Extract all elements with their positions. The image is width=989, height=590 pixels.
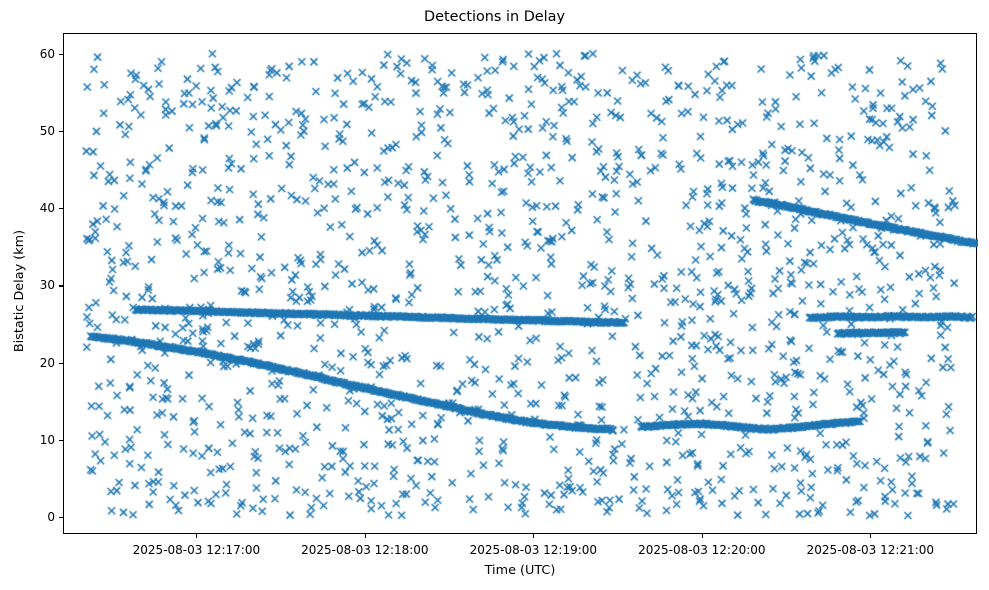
page-title: Detections in Delay [424,9,565,25]
y-tick-mark [59,362,63,364]
y-tick-label: 40 [39,201,55,216]
y-tick-mark [59,208,63,210]
y-tick-label: 0 [47,510,55,525]
x-tick-label: 2025-08-03 12:19:00 [469,543,598,557]
y-axis-label: Bistatic Delay (km) [12,229,27,353]
y-tick-label: 60 [39,46,55,61]
plot-axes [63,33,978,535]
x-tick-mark [364,534,366,538]
y-tick-mark [59,131,63,133]
x-tick-label: 2025-08-03 12:18:00 [301,543,429,557]
x-axis-label: Time (UTC) [484,563,556,578]
x-tick-label: 2025-08-03 12:21:00 [806,543,935,557]
y-tick-mark [59,439,63,441]
x-tick-mark [533,534,535,538]
y-tick-label: 10 [39,432,55,447]
y-tick-mark [59,53,63,55]
x-tick-mark [196,534,198,538]
x-tick-mark [701,534,703,538]
x-tick-mark [870,534,872,538]
y-tick-label: 50 [39,124,55,139]
x-tick-label: 2025-08-03 12:17:00 [132,543,261,557]
y-tick-mark [59,285,63,287]
y-tick-label: 20 [39,355,55,370]
y-tick-mark [59,517,63,519]
x-tick-label: 2025-08-03 12:20:00 [638,543,766,557]
scatter-plot-canvas [64,34,978,535]
y-tick-label: 30 [39,278,55,293]
